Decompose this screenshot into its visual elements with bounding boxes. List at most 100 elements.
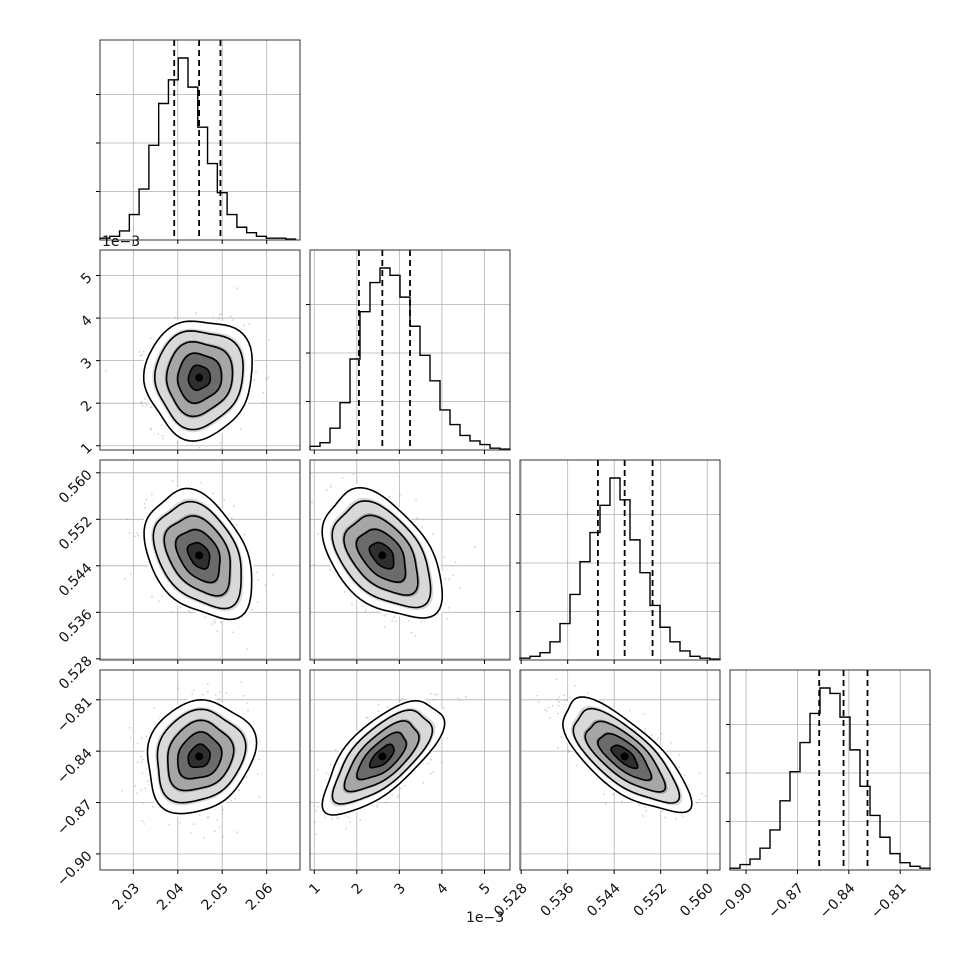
sample-point bbox=[612, 793, 615, 796]
panel-content bbox=[100, 460, 300, 660]
sample-point bbox=[432, 533, 434, 535]
sample-point bbox=[551, 704, 554, 707]
contour-line bbox=[321, 486, 444, 619]
sample-point bbox=[150, 406, 152, 409]
sample-point bbox=[644, 728, 647, 730]
sample-point bbox=[314, 833, 317, 836]
density-peak bbox=[378, 551, 387, 560]
sample-point bbox=[141, 758, 144, 761]
sample-point bbox=[258, 758, 261, 761]
sample-point bbox=[174, 316, 177, 319]
sample-point bbox=[446, 618, 449, 620]
sample-point bbox=[198, 446, 201, 449]
contour-line bbox=[187, 364, 212, 391]
scatter-panel-2-3 bbox=[309, 459, 511, 664]
sample-point bbox=[233, 505, 235, 507]
panel-frame bbox=[519, 459, 721, 661]
contour-line bbox=[355, 528, 407, 583]
histogram-panel-1 bbox=[96, 39, 301, 244]
sample-point bbox=[315, 810, 317, 812]
sample-point bbox=[143, 503, 146, 505]
scatter-panel-1-3 bbox=[96, 459, 301, 664]
sample-point bbox=[464, 695, 467, 698]
contour-line bbox=[187, 743, 212, 769]
sample-point bbox=[326, 488, 328, 491]
sample-point bbox=[376, 804, 379, 806]
sample-point bbox=[452, 574, 454, 576]
sample-point bbox=[129, 532, 131, 534]
sample-point bbox=[216, 819, 219, 821]
sample-point bbox=[211, 623, 214, 625]
sample-point bbox=[179, 822, 182, 824]
sample-point bbox=[188, 610, 191, 613]
contour-line bbox=[321, 699, 446, 816]
sample-point bbox=[345, 827, 348, 830]
sample-point bbox=[430, 772, 432, 775]
sample-point bbox=[436, 693, 438, 696]
sample-point bbox=[247, 709, 249, 712]
sample-point bbox=[347, 816, 350, 819]
panel-content bbox=[520, 670, 720, 870]
sample-point bbox=[189, 832, 192, 834]
contour-line bbox=[143, 487, 253, 621]
sample-point bbox=[219, 313, 222, 315]
sample-point bbox=[253, 378, 256, 381]
sample-point bbox=[160, 424, 163, 427]
sample-point bbox=[123, 577, 126, 580]
sample-point bbox=[265, 377, 268, 380]
sample-point bbox=[152, 805, 155, 808]
histogram-step bbox=[519, 477, 721, 660]
sample-point bbox=[454, 561, 457, 564]
sample-point bbox=[136, 532, 139, 535]
sample-point bbox=[427, 762, 430, 765]
sample-point bbox=[144, 507, 146, 509]
histogram-panel-4 bbox=[726, 669, 931, 874]
sample-point bbox=[377, 710, 380, 712]
sample-point bbox=[248, 323, 250, 326]
sample-point bbox=[272, 574, 274, 576]
sample-point bbox=[149, 428, 152, 431]
sample-point bbox=[232, 631, 234, 634]
sample-point bbox=[349, 821, 351, 824]
panel-frame bbox=[309, 669, 511, 871]
sample-point bbox=[408, 620, 410, 622]
sample-point bbox=[202, 693, 204, 696]
scatter-panel-2-4 bbox=[289, 669, 511, 874]
sample-point bbox=[563, 699, 566, 702]
panel-frame bbox=[99, 39, 301, 241]
panel-frame bbox=[309, 459, 511, 661]
sample-point bbox=[218, 826, 221, 829]
sample-point bbox=[223, 498, 226, 501]
sample-point bbox=[386, 706, 389, 708]
sample-point bbox=[161, 434, 164, 437]
sample-point bbox=[126, 518, 128, 521]
sample-point bbox=[289, 841, 291, 843]
sample-point bbox=[231, 517, 233, 519]
contour-line bbox=[163, 515, 232, 597]
contour-line bbox=[186, 541, 211, 570]
sample-point bbox=[218, 698, 221, 700]
sample-point bbox=[212, 316, 215, 319]
sample-point bbox=[144, 787, 147, 789]
sample-point bbox=[218, 314, 221, 316]
sample-point bbox=[391, 793, 394, 796]
sample-point bbox=[660, 732, 663, 735]
sample-point bbox=[334, 749, 337, 751]
sample-point bbox=[139, 756, 142, 758]
sample-point bbox=[246, 702, 249, 704]
sample-point bbox=[683, 774, 686, 777]
sample-point bbox=[329, 568, 331, 571]
sample-point bbox=[317, 806, 319, 808]
sample-point bbox=[141, 819, 144, 822]
contour-line bbox=[156, 708, 247, 804]
histogram-panel-2 bbox=[306, 249, 511, 454]
sample-point bbox=[262, 391, 265, 394]
contour-line bbox=[368, 743, 395, 769]
histogram-step bbox=[729, 687, 931, 870]
sample-point bbox=[401, 697, 404, 700]
sample-point bbox=[138, 351, 141, 353]
sample-point bbox=[433, 693, 436, 695]
contour-line bbox=[176, 352, 223, 405]
sample-point bbox=[341, 476, 344, 479]
sample-point bbox=[388, 495, 391, 498]
